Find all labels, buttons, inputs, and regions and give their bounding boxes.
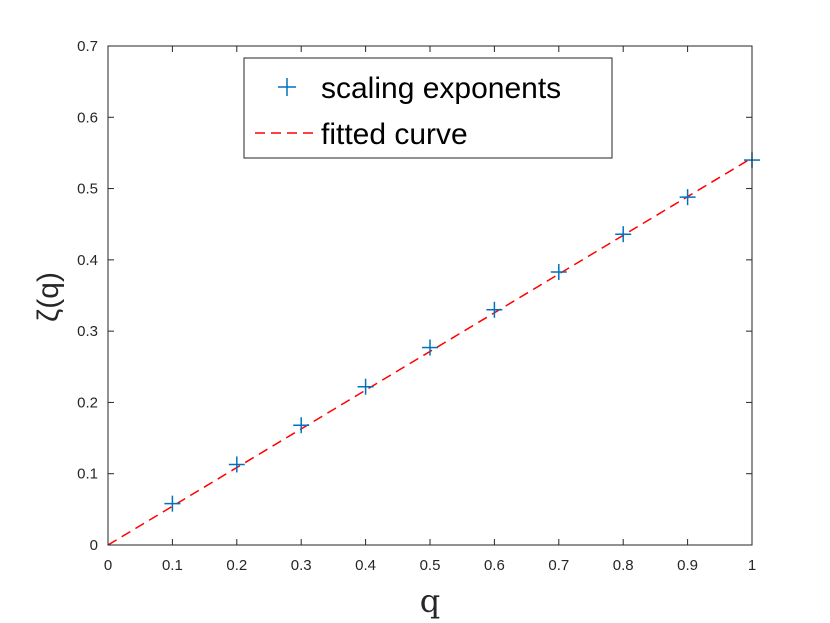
y-tick-label: 0.5 <box>77 181 98 198</box>
y-tick-label: 0 <box>90 537 98 554</box>
legend-label-fitted-curve: fitted curve <box>321 118 468 151</box>
scaling-exponent-point <box>615 226 632 243</box>
scaling-exponent-point <box>486 301 503 318</box>
legend-marker-scaling-exponents <box>278 78 296 96</box>
x-tick-label: 0 <box>104 557 112 574</box>
x-tick-label: 0.2 <box>226 557 247 574</box>
x-tick-label: 0.1 <box>162 557 183 574</box>
x-tick-label: 0.3 <box>291 557 312 574</box>
x-tick-label: 0.5 <box>420 557 441 574</box>
legend-label-scaling-exponents: scaling exponents <box>321 72 561 105</box>
x-axis-label: q <box>420 582 440 620</box>
scaling-exponent-point <box>293 417 310 434</box>
x-tick-label: 1 <box>748 557 756 574</box>
x-tick-label: 0.7 <box>548 557 569 574</box>
legend: scaling exponents fitted curve <box>243 57 613 159</box>
plot-area <box>107 152 760 546</box>
scaling-exponent-point <box>357 378 374 395</box>
scaling-exponent-point <box>679 189 696 206</box>
y-tick-label: 0.7 <box>77 38 98 55</box>
scaling-exponent-point <box>550 263 567 280</box>
y-axis-label: ζ(q) <box>32 272 65 322</box>
axes: 0 0.1 0.2 0.3 0.4 0.5 0.6 0.7 0.8 0.9 1 0 0.1 0.2 0.3 0… <box>77 38 756 574</box>
y-tick-label: 0.1 <box>77 466 98 483</box>
x-tick-label: 0.4 <box>355 557 376 574</box>
legend-box <box>243 57 613 159</box>
y-tick-label: 0.3 <box>77 323 98 340</box>
x-tick-label: 0.9 <box>677 557 698 574</box>
x-tick-label: 0.6 <box>484 557 505 574</box>
y-tick-label: 0.2 <box>77 394 98 411</box>
y-tick-label: 0.6 <box>77 109 98 126</box>
scaling-exponent-point <box>164 495 181 512</box>
scaling-exponent-point <box>228 456 245 473</box>
y-tick-label: 0.4 <box>77 252 98 269</box>
scaling-exponent-point <box>422 339 438 356</box>
x-tick-label: 0.8 <box>613 557 634 574</box>
